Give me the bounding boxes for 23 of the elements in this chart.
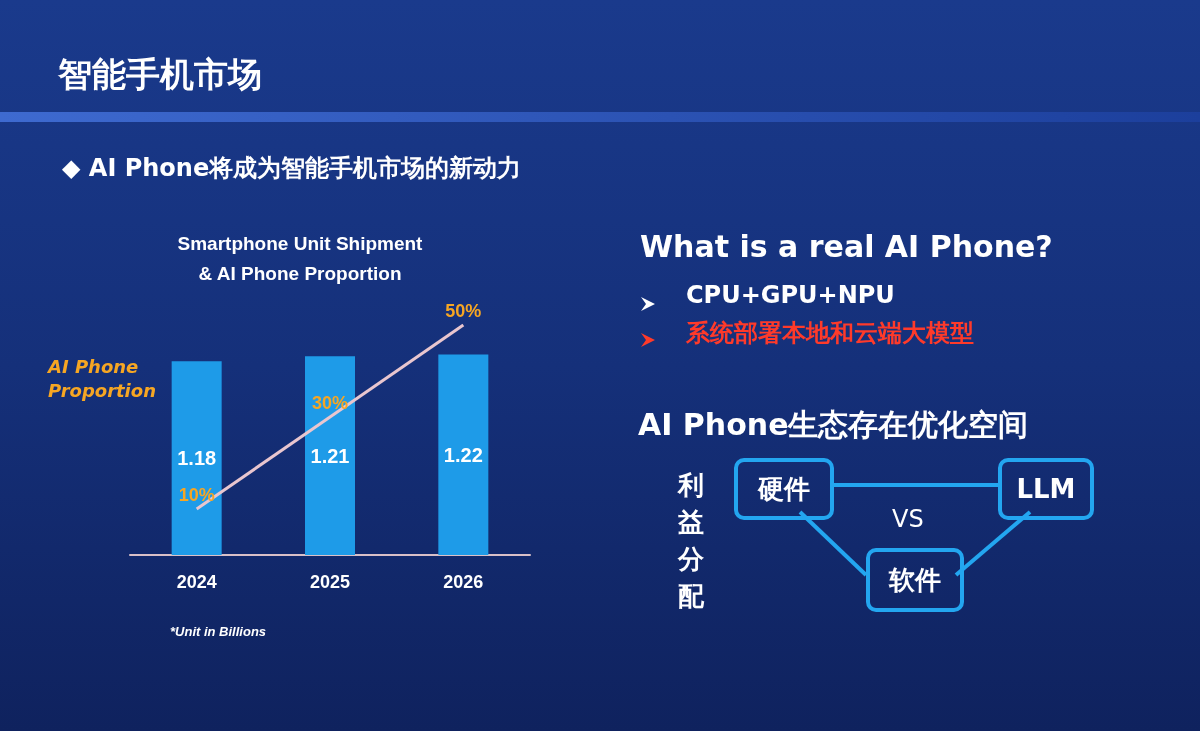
chart-title: Smartphone Unit Shipment & AI Phone Proportion bbox=[177, 232, 424, 284]
text: ◆ AI Phone将成为智能手机市场的新动力 bbox=[62, 153, 522, 184]
data-label: 1.18 bbox=[177, 447, 217, 470]
text: 智能手机市场 bbox=[58, 53, 262, 96]
text: CPU+GPU+NPU bbox=[686, 281, 895, 309]
x-tick-label: 2026 bbox=[443, 572, 484, 592]
data-label: 30% bbox=[311, 393, 349, 413]
text: *Unit in Billions bbox=[170, 624, 267, 639]
text: VS bbox=[892, 505, 924, 533]
data-label: 50% bbox=[445, 301, 482, 321]
x-tick-label: 2024 bbox=[176, 572, 217, 592]
text: 利益分配 bbox=[676, 469, 705, 613]
data-label: 1.22 bbox=[443, 443, 483, 466]
text: 硬件 bbox=[734, 458, 834, 520]
text: LLM bbox=[998, 458, 1094, 520]
x-tick-label: 2025 bbox=[309, 572, 351, 592]
text: 软件 bbox=[866, 548, 964, 612]
text: What is a real AI Phone? bbox=[640, 229, 1053, 264]
text: AI Phone Proportion bbox=[48, 355, 157, 403]
data-label: 1.21 bbox=[310, 444, 350, 467]
text: AI Phone生态存在优化空间 bbox=[638, 406, 1029, 444]
text: 系统部署本地和云端大模型 bbox=[686, 318, 974, 349]
data-label: 10% bbox=[178, 485, 215, 505]
